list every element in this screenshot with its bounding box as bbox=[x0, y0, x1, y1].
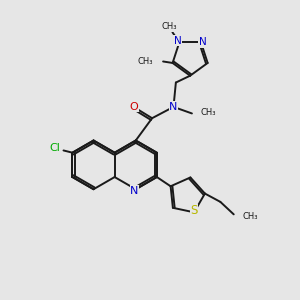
Text: N: N bbox=[130, 186, 138, 196]
Text: O: O bbox=[129, 102, 138, 112]
Text: N: N bbox=[199, 38, 206, 47]
Text: N: N bbox=[169, 102, 178, 112]
Text: Cl: Cl bbox=[49, 143, 60, 153]
Text: CH₃: CH₃ bbox=[161, 22, 177, 32]
Text: N: N bbox=[174, 36, 182, 46]
Text: CH₃: CH₃ bbox=[200, 108, 216, 117]
Text: CH₃: CH₃ bbox=[243, 212, 258, 221]
Text: S: S bbox=[190, 204, 198, 217]
Text: CH₃: CH₃ bbox=[137, 57, 153, 66]
